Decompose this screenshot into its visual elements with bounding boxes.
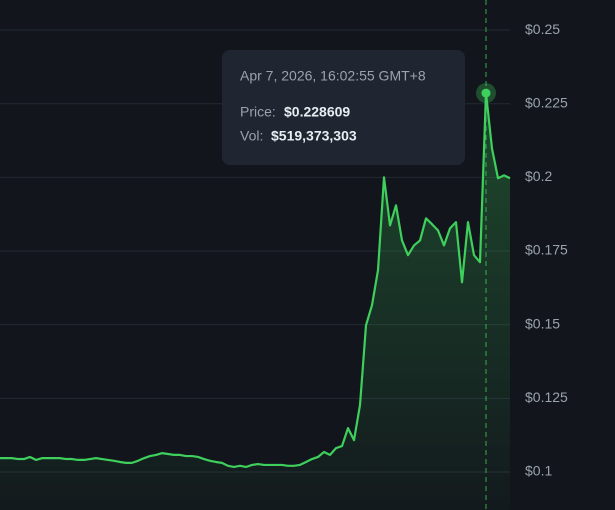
y-tick-label: $0.1 — [525, 463, 552, 479]
tooltip-vol: $519,373,303 — [271, 128, 357, 144]
tooltip-box — [222, 50, 465, 165]
y-tick-label: $0.125 — [525, 389, 568, 405]
price-line — [0, 91, 511, 469]
area — [0, 93, 510, 510]
tooltip-date: Apr 7, 2026, 16:02:55 GMT+8 — [240, 68, 426, 84]
tooltip-vol-label: Vol: — [240, 128, 263, 144]
y-tick-label: $0.25 — [525, 21, 560, 37]
y-tick-label: $0.2 — [525, 168, 552, 184]
tooltip-price-label: Price: — [240, 104, 276, 120]
y-tick-label: $0.15 — [525, 315, 560, 331]
tooltip: Apr 7, 2026, 16:02:55 GMT+8 Price: $0.22… — [222, 50, 465, 165]
hover-point — [481, 88, 491, 98]
y-tick-label: $0.175 — [525, 242, 568, 258]
tooltip-price: $0.228609 — [284, 104, 350, 120]
y-tick-label: $0.225 — [525, 94, 568, 110]
